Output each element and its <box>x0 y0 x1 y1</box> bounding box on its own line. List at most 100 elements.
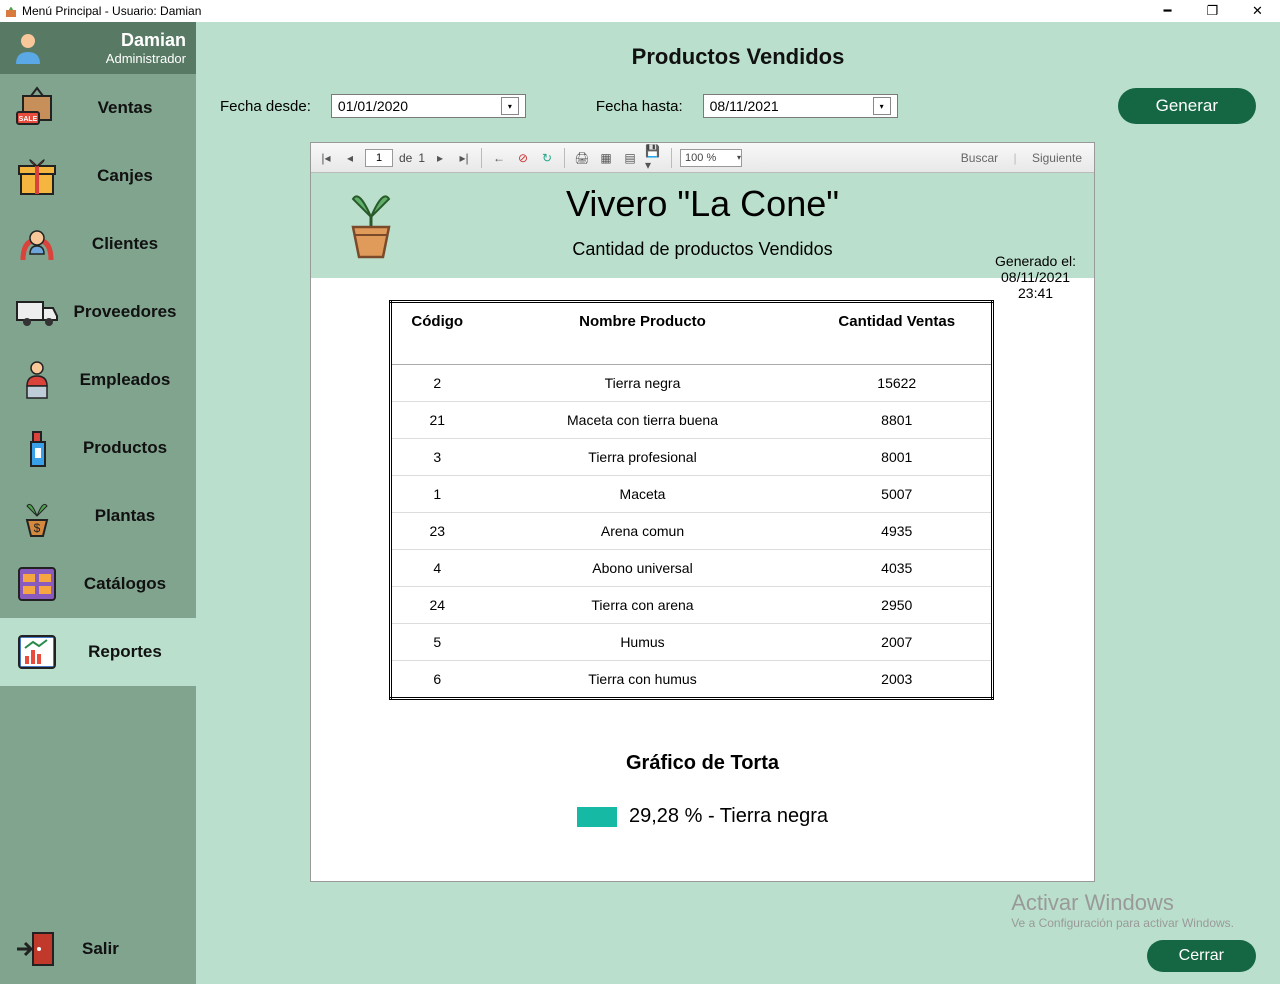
report-scroll-area[interactable]: Vivero "La Cone" Cantidad de productos V… <box>311 173 1094 881</box>
sidebar-item-proveedores[interactable]: Proveedores <box>0 278 196 346</box>
viewer-toolbar: |◂ ◂ de 1 ▸ ▸| ← ⊘ ↻ 🖨 ▦ ▤ 💾▾ 100 % ▾ <box>311 143 1094 173</box>
gift-icon <box>10 149 64 203</box>
table-cell: Arena comun <box>483 513 803 550</box>
maximize-button[interactable]: ❐ <box>1190 0 1235 22</box>
minimize-button[interactable]: ━ <box>1145 0 1190 22</box>
zoom-select[interactable]: 100 % ▾ <box>680 149 742 167</box>
date-to-input[interactable]: 08/11/2021 ▾ <box>703 94 898 118</box>
stop-icon[interactable]: ⊘ <box>514 149 532 167</box>
sidebar-item-reportes[interactable]: Reportes <box>0 618 196 686</box>
table-cell: 8801 <box>803 402 993 439</box>
table-cell: Abono universal <box>483 550 803 587</box>
chart-legend: 29,28 % - Tierra negra <box>311 805 1094 828</box>
to-label: Fecha hasta: <box>596 98 683 115</box>
back-icon[interactable]: ← <box>490 149 508 167</box>
table-cell: 4035 <box>803 550 993 587</box>
sidebar-item-clientes[interactable]: Clientes <box>0 210 196 278</box>
calendar-icon[interactable]: ▾ <box>873 97 891 115</box>
table-cell: Tierra con humus <box>483 661 803 699</box>
calendar-icon[interactable]: ▾ <box>501 97 519 115</box>
table-header: Código <box>391 302 483 365</box>
table-header: Nombre Producto <box>483 302 803 365</box>
report-title: Vivero "La Cone" <box>329 183 1076 225</box>
plant-icon: $ <box>10 489 64 543</box>
search-link[interactable]: Buscar <box>955 151 1004 165</box>
from-label: Fecha desde: <box>220 98 311 115</box>
close-button[interactable]: Cerrar <box>1147 940 1256 972</box>
app-icon <box>4 4 18 18</box>
table-cell: 2007 <box>803 624 993 661</box>
user-name: Damian <box>56 30 186 51</box>
table-row: 4Abono universal4035 <box>391 550 993 587</box>
close-window-button[interactable]: ✕ <box>1235 0 1280 22</box>
watermark-line2: Ve a Configuración para activar Windows. <box>1011 916 1234 930</box>
sidebar-item-plantas[interactable]: $ Plantas <box>0 482 196 550</box>
print-icon[interactable]: 🖨 <box>573 149 591 167</box>
sidebar-item-catalogos[interactable]: Catálogos <box>0 550 196 618</box>
sidebar-item-label: Proveedores <box>64 302 196 322</box>
avatar-icon <box>10 30 46 66</box>
generated-time: 23:41 <box>995 285 1076 301</box>
layout-icon[interactable]: ▦ <box>597 149 615 167</box>
sale-icon: SALE <box>10 81 64 135</box>
refresh-icon[interactable]: ↻ <box>538 149 556 167</box>
sidebar-item-label: Productos <box>64 438 196 458</box>
last-page-icon[interactable]: ▸| <box>455 149 473 167</box>
next-page-icon[interactable]: ▸ <box>431 149 449 167</box>
table-cell: 24 <box>391 587 483 624</box>
table-cell: Humus <box>483 624 803 661</box>
sidebar-item-ventas[interactable]: SALE Ventas <box>0 74 196 142</box>
export-icon[interactable]: 💾▾ <box>645 149 663 167</box>
sidebar-item-empleados[interactable]: Empleados <box>0 346 196 414</box>
sidebar-item-salir[interactable]: Salir <box>0 914 196 984</box>
user-role: Administrador <box>56 51 186 66</box>
windows-watermark: Activar Windows Ve a Configuración para … <box>1011 890 1234 930</box>
table-cell: 5 <box>391 624 483 661</box>
table-cell: Tierra con arena <box>483 587 803 624</box>
table-cell: 21 <box>391 402 483 439</box>
page-number-input[interactable] <box>365 149 393 167</box>
zoom-value: 100 % <box>685 152 716 164</box>
table-row: 23Arena comun4935 <box>391 513 993 550</box>
table-row: 3Tierra profesional8001 <box>391 439 993 476</box>
table-cell: 8001 <box>803 439 993 476</box>
table-row: 21Maceta con tierra buena8801 <box>391 402 993 439</box>
spray-icon <box>10 421 64 475</box>
sidebar-item-label: Empleados <box>64 370 196 390</box>
date-to-value: 08/11/2021 <box>710 98 779 114</box>
prev-page-icon[interactable]: ◂ <box>341 149 359 167</box>
next-link[interactable]: Siguiente <box>1026 151 1088 165</box>
table-cell: 2950 <box>803 587 993 624</box>
table-header: Cantidad Ventas <box>803 302 993 365</box>
table-cell: Maceta con tierra buena <box>483 402 803 439</box>
sidebar-item-label: Ventas <box>64 98 196 118</box>
truck-icon <box>10 285 64 339</box>
first-page-icon[interactable]: |◂ <box>317 149 335 167</box>
date-from-value: 01/01/2020 <box>338 98 408 114</box>
table-cell: 6 <box>391 661 483 699</box>
generated-box: Generado el: 08/11/2021 23:41 <box>995 253 1076 301</box>
sidebar-item-productos[interactable]: Productos <box>0 414 196 482</box>
table-row: 1Maceta5007 <box>391 476 993 513</box>
filter-row: Fecha desde: 01/01/2020 ▾ Fecha hasta: 0… <box>220 88 1256 124</box>
table-row: 6Tierra con humus2003 <box>391 661 993 699</box>
generated-date: 08/11/2021 <box>995 269 1076 285</box>
table-row: 24Tierra con arena2950 <box>391 587 993 624</box>
of-label: de <box>399 151 412 165</box>
sidebar-item-label: Catálogos <box>64 574 196 594</box>
watermark-line1: Activar Windows <box>1011 890 1234 916</box>
page-setup-icon[interactable]: ▤ <box>621 149 639 167</box>
table-cell: Tierra profesional <box>483 439 803 476</box>
table-cell: 4 <box>391 550 483 587</box>
generate-button[interactable]: Generar <box>1118 88 1256 124</box>
date-from-input[interactable]: 01/01/2020 ▾ <box>331 94 526 118</box>
client-icon <box>10 217 64 271</box>
svg-text:$: $ <box>34 521 41 535</box>
window-title: Menú Principal - Usuario: Damian <box>22 4 201 18</box>
sidebar-item-label: Plantas <box>64 506 196 526</box>
table-cell: 1 <box>391 476 483 513</box>
sidebar-item-canjes[interactable]: Canjes <box>0 142 196 210</box>
table-cell: 5007 <box>803 476 993 513</box>
table-cell: Tierra negra <box>483 365 803 402</box>
plant-logo-icon <box>339 181 403 266</box>
